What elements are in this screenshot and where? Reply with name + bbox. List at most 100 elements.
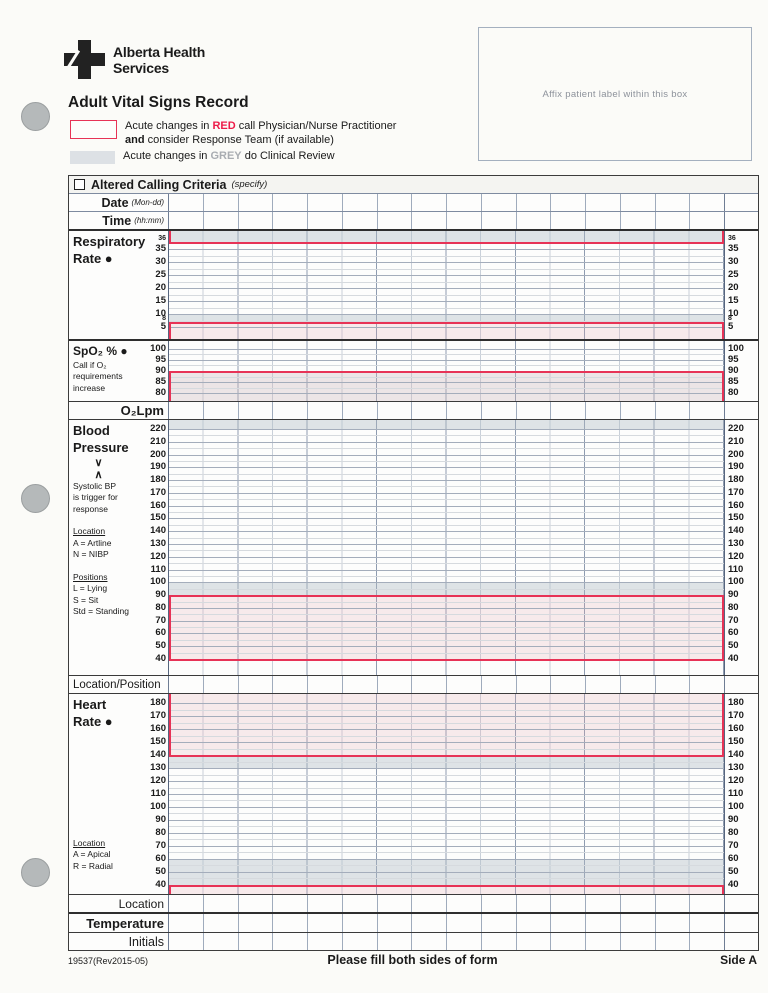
grid-cell[interactable]	[273, 212, 308, 229]
grid-cell[interactable]	[551, 194, 586, 211]
grid-cell[interactable]	[551, 212, 586, 229]
grid-cell[interactable]	[204, 676, 239, 693]
grid-cell[interactable]	[482, 212, 517, 229]
grid-cell[interactable]	[239, 402, 274, 419]
grid-cell[interactable]	[621, 895, 656, 912]
grid-cell[interactable]	[656, 402, 691, 419]
grid-cell[interactable]	[690, 194, 725, 211]
grid-cell[interactable]	[447, 402, 482, 419]
grid-cell[interactable]	[169, 194, 204, 211]
grid-cell[interactable]	[204, 914, 239, 932]
grid-cell[interactable]	[308, 895, 343, 912]
grid-cell[interactable]	[308, 194, 343, 211]
grid-cell[interactable]	[621, 933, 656, 950]
grid-cell[interactable]	[308, 212, 343, 229]
grid-cell[interactable]	[621, 676, 656, 693]
grid-cell[interactable]	[239, 914, 274, 932]
grid-cell[interactable]	[517, 933, 552, 950]
grid-cell[interactable]	[690, 676, 725, 693]
grid-cell[interactable]	[378, 914, 413, 932]
grid-cell[interactable]	[169, 933, 204, 950]
grid-cell[interactable]	[621, 212, 656, 229]
grid-cell[interactable]	[517, 402, 552, 419]
grid-cell[interactable]	[551, 676, 586, 693]
grid-cell[interactable]	[343, 212, 378, 229]
grid-cell[interactable]	[308, 933, 343, 950]
spo2-chart-grid[interactable]	[168, 341, 725, 401]
grid-cell[interactable]	[517, 676, 552, 693]
grid-cell[interactable]	[204, 194, 239, 211]
grid-cell[interactable]	[204, 402, 239, 419]
grid-cell[interactable]	[343, 402, 378, 419]
grid-cell[interactable]	[656, 194, 691, 211]
grid-cell[interactable]	[725, 676, 758, 693]
grid-cell[interactable]	[690, 933, 725, 950]
grid-cell[interactable]	[725, 212, 758, 229]
grid-cell[interactable]	[378, 895, 413, 912]
grid-cell[interactable]	[273, 194, 308, 211]
grid-cell[interactable]	[517, 194, 552, 211]
grid-cell[interactable]	[169, 212, 204, 229]
grid-cell[interactable]	[239, 212, 274, 229]
hr-chart-grid[interactable]	[168, 694, 725, 894]
patient-label-box[interactable]: Affix patient label within this box	[478, 27, 752, 161]
grid-cell[interactable]	[204, 895, 239, 912]
grid-cell[interactable]	[690, 402, 725, 419]
grid-cell[interactable]	[725, 402, 758, 419]
grid-cell[interactable]	[447, 895, 482, 912]
grid-cell[interactable]	[412, 402, 447, 419]
grid-cell[interactable]	[517, 212, 552, 229]
grid-cell[interactable]	[482, 914, 517, 932]
grid-cell[interactable]	[551, 402, 586, 419]
grid-cell[interactable]	[586, 914, 621, 932]
grid-cell[interactable]	[725, 895, 758, 912]
grid-cell[interactable]	[517, 914, 552, 932]
grid-cell[interactable]	[412, 194, 447, 211]
grid-cell[interactable]	[690, 895, 725, 912]
grid-cell[interactable]	[343, 895, 378, 912]
grid-cell[interactable]	[586, 194, 621, 211]
grid-cell[interactable]	[656, 212, 691, 229]
grid-cell[interactable]	[621, 194, 656, 211]
grid-cell[interactable]	[378, 212, 413, 229]
grid-cell[interactable]	[169, 895, 204, 912]
grid-cell[interactable]	[656, 933, 691, 950]
grid-cell[interactable]	[169, 402, 204, 419]
grid-cell[interactable]	[621, 914, 656, 932]
grid-cell[interactable]	[621, 402, 656, 419]
grid-cell[interactable]	[656, 895, 691, 912]
grid-cell[interactable]	[482, 676, 517, 693]
grid-cell[interactable]	[378, 933, 413, 950]
grid-cell[interactable]	[482, 933, 517, 950]
grid-cell[interactable]	[273, 402, 308, 419]
grid-cell[interactable]	[586, 402, 621, 419]
grid-cell[interactable]	[656, 914, 691, 932]
bp-chart-grid[interactable]	[168, 420, 725, 675]
grid-cell[interactable]	[378, 402, 413, 419]
grid-cell[interactable]	[343, 194, 378, 211]
grid-cell[interactable]	[517, 895, 552, 912]
grid-cell[interactable]	[725, 194, 758, 211]
grid-cell[interactable]	[447, 212, 482, 229]
grid-cell[interactable]	[239, 933, 274, 950]
grid-cell[interactable]	[169, 676, 204, 693]
grid-cell[interactable]	[343, 676, 378, 693]
grid-cell[interactable]	[273, 895, 308, 912]
grid-cell[interactable]	[447, 194, 482, 211]
grid-cell[interactable]	[204, 933, 239, 950]
grid-cell[interactable]	[308, 914, 343, 932]
grid-cell[interactable]	[725, 933, 758, 950]
grid-cell[interactable]	[343, 933, 378, 950]
grid-cell[interactable]	[412, 933, 447, 950]
grid-cell[interactable]	[551, 933, 586, 950]
grid-cell[interactable]	[169, 914, 204, 932]
grid-cell[interactable]	[690, 914, 725, 932]
grid-cell[interactable]	[273, 676, 308, 693]
grid-cell[interactable]	[586, 895, 621, 912]
grid-cell[interactable]	[447, 914, 482, 932]
grid-cell[interactable]	[239, 194, 274, 211]
grid-cell[interactable]	[586, 676, 621, 693]
grid-cell[interactable]	[447, 676, 482, 693]
grid-cell[interactable]	[586, 212, 621, 229]
grid-cell[interactable]	[482, 402, 517, 419]
